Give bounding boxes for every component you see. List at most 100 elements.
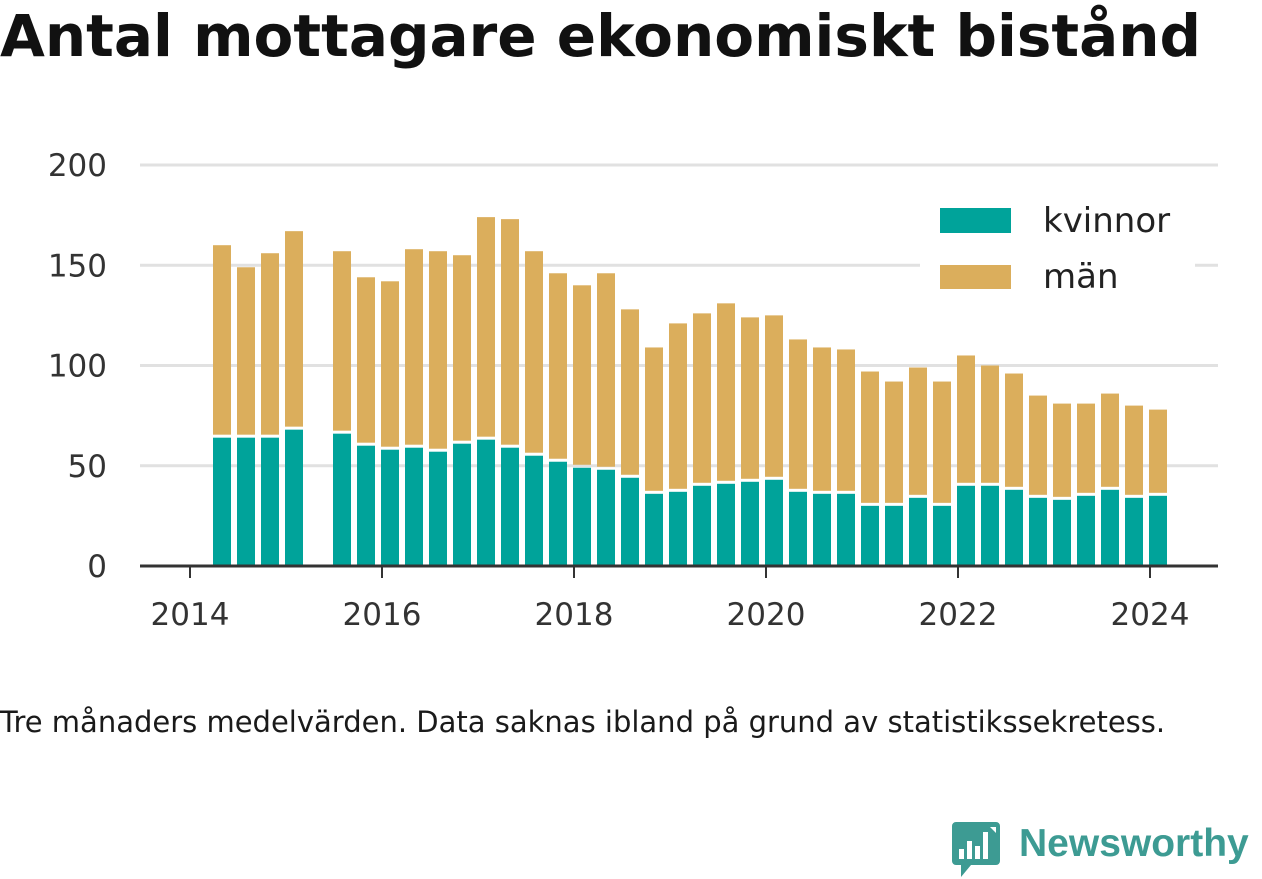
x-tick-label-2020: 2020 (727, 597, 806, 633)
bar-man-2018-11 (645, 347, 663, 491)
bar-man-2022-11 (1029, 395, 1047, 495)
chart-note: Tre månaders medelvärden. Data saknas ib… (0, 705, 1166, 739)
logo-bar-1 (959, 849, 964, 859)
bar-kvinnor-2023-02 (1053, 499, 1071, 566)
x-tick-label-2018: 2018 (535, 597, 614, 633)
bar-man-2022-08 (1005, 373, 1023, 487)
bar-man-2017-02 (477, 217, 495, 437)
bar-kvinnor-2019-05 (693, 485, 711, 566)
bar-man-2019-02 (669, 323, 687, 489)
bar-man-2021-05 (885, 381, 903, 503)
bar-kvinnor-2022-05 (981, 485, 999, 566)
bar-kvinnor-2018-05 (597, 469, 615, 566)
bar-kvinnor-2020-08 (813, 493, 831, 566)
bar-man-2014-08 (237, 267, 255, 435)
bar-man-2024-02 (1149, 409, 1167, 493)
bar-kvinnor-2014-05 (213, 437, 231, 566)
legend-swatch-kvinnor (940, 208, 1011, 233)
bar-man-2019-05 (693, 313, 711, 483)
bar-man-2023-08 (1101, 393, 1119, 487)
bar-kvinnor-2020-02 (765, 479, 783, 566)
bar-kvinnor-2015-08 (333, 433, 351, 566)
bar-man-2020-05 (789, 339, 807, 489)
bar-man-2015-08 (333, 251, 351, 431)
bar-kvinnor-2017-05 (501, 447, 519, 566)
bar-kvinnor-2018-02 (573, 467, 591, 566)
legend-label-kvinnor: kvinnor (1043, 201, 1170, 241)
bar-kvinnor-2016-08 (429, 451, 447, 566)
logo-bar-4 (983, 832, 988, 859)
bar-man-2016-02 (381, 281, 399, 447)
bar-kvinnor-2021-02 (861, 505, 879, 566)
bar-kvinnor-2022-08 (1005, 489, 1023, 566)
y-tick-label-50: 50 (68, 449, 107, 485)
bar-kvinnor-2021-11 (933, 505, 951, 566)
newsworthy-logo-icon (952, 822, 1000, 877)
axes: 0 50 100 150 200 2014 2016 2018 2020 2022 2024 (48, 148, 1218, 633)
bar-man-2014-11 (261, 253, 279, 435)
bar-kvinnor-2020-05 (789, 491, 807, 566)
bar-man-2014-05 (213, 245, 231, 435)
bar-kvinnor-2014-08 (237, 437, 255, 566)
bar-man-2021-11 (933, 381, 951, 503)
bar-man-2015-02 (285, 231, 303, 427)
bar-man-2015-11 (357, 277, 375, 443)
x-tick-label-2014: 2014 (151, 597, 230, 633)
y-tick-label-150: 150 (48, 248, 107, 284)
bar-kvinnor-2023-05 (1077, 495, 1095, 566)
logo-bar-3 (975, 846, 980, 859)
bar-man-2016-05 (405, 249, 423, 445)
bar-kvinnor-2017-08 (525, 455, 543, 566)
bar-man-2022-02 (957, 355, 975, 483)
bar-kvinnor-2021-05 (885, 505, 903, 566)
bar-kvinnor-2018-11 (645, 493, 663, 566)
logo-bar-2 (967, 841, 972, 859)
y-tick-label-100: 100 (48, 349, 107, 385)
bar-man-2023-05 (1077, 403, 1095, 493)
bar-man-2019-08 (717, 303, 735, 481)
bar-man-2018-02 (573, 285, 591, 465)
bar-kvinnor-2017-02 (477, 439, 495, 566)
bars (213, 217, 1167, 566)
x-tick-label-2016: 2016 (343, 597, 422, 633)
bar-man-2022-05 (981, 365, 999, 483)
logo-corner-mark (990, 827, 996, 833)
bar-man-2016-08 (429, 251, 447, 449)
newsworthy-logo-text: Newsworthy (1019, 822, 1249, 865)
bar-man-2018-05 (597, 273, 615, 467)
bar-man-2016-11 (453, 255, 471, 441)
bar-kvinnor-2016-02 (381, 449, 399, 566)
bar-kvinnor-2024-02 (1149, 495, 1167, 566)
bar-kvinnor-2023-11 (1125, 497, 1143, 566)
bar-man-2021-02 (861, 371, 879, 503)
x-tick-label-2022: 2022 (919, 597, 998, 633)
bar-man-2019-11 (741, 317, 759, 479)
chart-title: Antal mottagare ekonomiskt bistånd (0, 2, 1202, 70)
legend-swatch-man (940, 265, 1011, 289)
bar-kvinnor-2022-02 (957, 485, 975, 566)
bar-kvinnor-2023-08 (1101, 489, 1119, 566)
bar-man-2017-05 (501, 219, 519, 445)
bar-kvinnor-2019-11 (741, 481, 759, 566)
bar-man-2021-08 (909, 367, 927, 495)
bar-man-2017-11 (549, 273, 567, 459)
bar-kvinnor-2022-11 (1029, 497, 1047, 566)
bar-kvinnor-2018-08 (621, 477, 639, 566)
bar-kvinnor-2019-02 (669, 491, 687, 566)
bar-man-2018-08 (621, 309, 639, 475)
bar-kvinnor-2021-08 (909, 497, 927, 566)
x-tick-label-2024: 2024 (1111, 597, 1190, 633)
bar-kvinnor-2020-11 (837, 493, 855, 566)
bar-man-2020-11 (837, 349, 855, 491)
bar-man-2020-02 (765, 315, 783, 477)
bar-kvinnor-2016-11 (453, 443, 471, 566)
y-tick-label-0: 0 (87, 549, 107, 585)
bar-man-2023-11 (1125, 405, 1143, 495)
bar-kvinnor-2016-05 (405, 447, 423, 566)
y-tick-label-200: 200 (48, 148, 107, 184)
bar-kvinnor-2015-02 (285, 429, 303, 566)
stacked-bar-chart: kvinnor män 0 50 100 150 200 2014 2016 2018 2020… (48, 148, 1218, 633)
bar-kvinnor-2014-11 (261, 437, 279, 566)
bar-kvinnor-2017-11 (549, 461, 567, 566)
bar-man-2023-02 (1053, 403, 1071, 497)
